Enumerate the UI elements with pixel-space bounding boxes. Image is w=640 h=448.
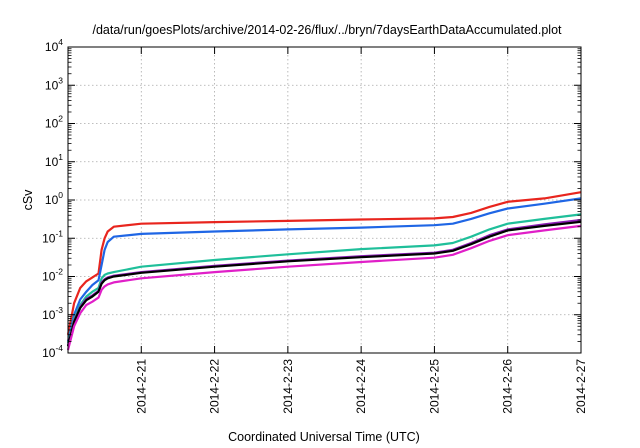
y-axis-label: cSv — [21, 189, 35, 211]
series-line-4 — [66, 218, 582, 346]
y-tick-label: 100 — [45, 190, 63, 207]
series-line-6 — [66, 224, 582, 351]
series-line-1 — [66, 191, 582, 336]
y-tick-label: 103 — [45, 75, 63, 92]
y-tick-label: 10-2 — [42, 267, 63, 284]
series-line-2 — [66, 197, 582, 342]
y-tick-labels: 10-4 10-3 10-2 10-1 100 101 102 103 104 — [42, 37, 63, 360]
y-tick-label: 101 — [45, 152, 63, 169]
axis-ticks — [68, 46, 582, 354]
series-line-5 — [66, 220, 582, 347]
grid-lines — [68, 47, 581, 353]
y-tick-label: 10-3 — [42, 305, 63, 322]
x-tick-label: 2014-2-25 — [427, 359, 441, 414]
y-tick-label: 10-1 — [42, 228, 63, 245]
x-tick-label: 2014-2-22 — [208, 359, 222, 414]
x-axis-label: Coordinated Universal Time (UTC) — [228, 430, 420, 444]
x-tick-label: 2014-2-21 — [134, 359, 148, 414]
x-tick-label: 2014-2-24 — [354, 359, 368, 414]
x-tick-label: 2014-2-27 — [574, 359, 588, 414]
y-tick-label: 104 — [45, 37, 63, 54]
x-tick-labels: 2014-2-21 2014-2-22 2014-2-23 2014-2-24 2014… — [134, 359, 588, 414]
series-lines — [66, 191, 582, 351]
chart-title: /data/run/goesPlots/archive/2014-02-26/f… — [92, 23, 562, 37]
x-tick-label: 2014-2-23 — [281, 359, 295, 414]
series-line-3 — [66, 213, 582, 344]
y-tick-label: 10-4 — [42, 343, 63, 360]
x-tick-label: 2014-2-26 — [501, 359, 515, 414]
y-tick-label: 102 — [45, 114, 63, 131]
